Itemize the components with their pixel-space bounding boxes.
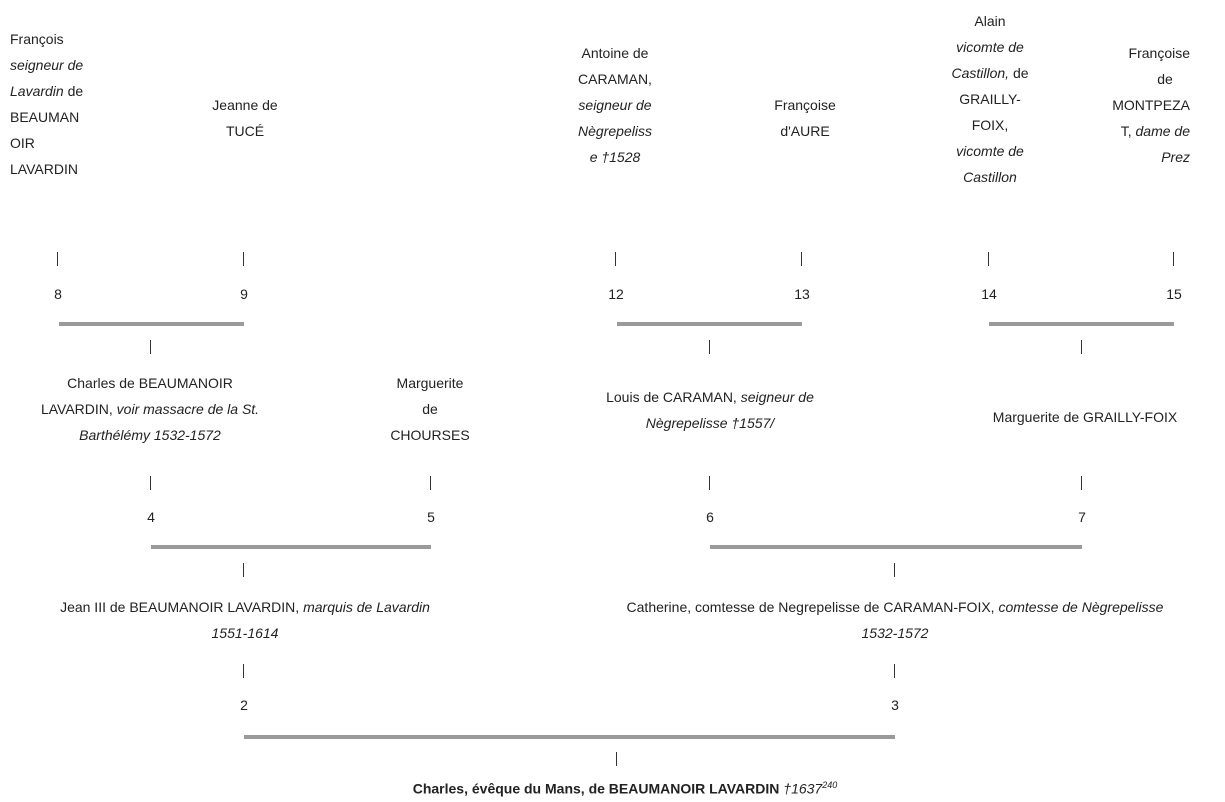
person-14-line4: GRAILLY- (959, 91, 1021, 107)
person-6-line2: Nègrepelisse †1557/ (645, 415, 775, 431)
number-9: 9 (240, 286, 248, 302)
tick-2 (243, 664, 244, 678)
marriage-bar-2-3 (244, 735, 895, 739)
number-3: 3 (891, 697, 899, 713)
tick-child-6 (709, 340, 710, 354)
number-7: 7 (1078, 509, 1086, 525)
person-3: Catherine, comtesse de Negrepelisse de C… (570, 594, 1220, 646)
tick-15 (1173, 252, 1174, 266)
person-8-line2: seigneur de (10, 57, 84, 73)
tick-12 (615, 252, 616, 266)
person-6-line1b: seigneur de (740, 389, 814, 405)
person-3-line2: 1532-1572 (861, 625, 929, 641)
person-12-line2: CARAMAN, (578, 71, 652, 87)
person-4-line2a: LAVARDIN, (40, 401, 117, 417)
person-13-line2: d'AURE (780, 123, 830, 139)
person-8-line1: François (10, 31, 64, 47)
number-4: 4 (147, 509, 155, 525)
tick-6 (709, 476, 710, 490)
tick-child-3 (894, 563, 895, 577)
person-9: Jeanne de TUCÉ (185, 92, 305, 144)
person-4: Charles de BEAUMANOIR LAVARDIN, voir mas… (15, 370, 285, 448)
marriage-bar-14-15 (989, 322, 1174, 326)
person-13: Françoise d'AURE (745, 92, 865, 144)
number-15: 15 (1166, 286, 1182, 302)
number-6: 6 (706, 509, 714, 525)
number-14: 14 (981, 286, 997, 302)
person-12-line3: seigneur de (578, 97, 652, 113)
tick-13 (801, 252, 802, 266)
tick-child-4 (150, 340, 151, 354)
person-5-line3: CHOURSES (390, 427, 470, 443)
tick-child-7 (1081, 340, 1082, 354)
person-6: Louis de CARAMAN, seigneur de Nègrepelis… (560, 384, 860, 436)
person-7-line1: Marguerite de GRAILLY-FOIX (992, 409, 1178, 425)
tick-child-1 (616, 752, 617, 766)
person-14-line3b: de (1009, 65, 1029, 81)
person-15: Françoise de MONTPEZA T, dame de Prez (1100, 40, 1190, 170)
person-8-line6: LAVARDIN (10, 161, 78, 177)
marriage-bar-12-13 (617, 322, 802, 326)
person-15-line2: de (1157, 71, 1173, 87)
person-5-line1: Marguerite (396, 375, 464, 391)
tick-4 (150, 476, 151, 490)
person-14-line7: Castillon (963, 169, 1017, 185)
person-7: Marguerite de GRAILLY-FOIX (955, 404, 1215, 430)
person-9-line2: TUCÉ (225, 123, 265, 139)
person-12: Antoine de CARAMAN, seigneur de Nègrepel… (555, 40, 675, 170)
person-2: Jean III de BEAUMANOIR LAVARDIN, marquis… (20, 594, 470, 646)
person-9-line1: Jeanne de (212, 97, 278, 113)
person-4-line2b: voir massacre de la St. (116, 401, 260, 417)
person-8-line3a: Lavardin (10, 83, 64, 99)
person-15-line5: Prez (1161, 149, 1190, 165)
tick-7 (1081, 476, 1082, 490)
person-12-line4: Nègrepeliss (578, 123, 652, 139)
person-15-line4a: T, (1120, 123, 1136, 139)
tick-9 (243, 252, 244, 266)
person-12-line1: Antoine de (581, 45, 649, 61)
person-1-line1b: †1637 (783, 780, 823, 797)
person-14-line3a: Castillon, (951, 65, 1010, 81)
tick-14 (988, 252, 989, 266)
marriage-bar-6-7 (710, 545, 1082, 549)
person-2-line1b: marquis de Lavardin (303, 599, 430, 615)
number-5: 5 (427, 509, 435, 525)
marriage-bar-8-9 (59, 322, 244, 326)
person-8-line3b: de (63, 83, 84, 99)
number-2: 2 (240, 697, 248, 713)
tick-5 (430, 476, 431, 490)
number-8: 8 (54, 286, 62, 302)
person-5-line2: de (422, 401, 438, 417)
person-14-line2: vicomte de (956, 39, 1024, 55)
person-3-line1a: Catherine, comtesse de Negrepelisse de C… (626, 599, 999, 615)
person-14-line5: FOIX, (971, 117, 1009, 133)
person-5: Marguerite de CHOURSES (370, 370, 490, 448)
person-1-footnote: 240 (822, 780, 838, 790)
person-14-line1: Alain (974, 13, 1006, 29)
person-15-line3: MONTPEZA (1112, 97, 1190, 113)
number-12: 12 (608, 286, 624, 302)
person-12-line5: e †1528 (589, 149, 641, 165)
person-8-line5: OIR (10, 135, 35, 151)
marriage-bar-4-5 (151, 545, 431, 549)
person-1: Charles, évêque du Mans, de BEAUMANOIR L… (300, 772, 950, 802)
person-6-line1a: Louis de CARAMAN, (606, 389, 741, 405)
person-15-line4b: dame de (1135, 123, 1190, 139)
person-8: François seigneur de Lavardin de BEAUMAN… (10, 26, 120, 182)
person-3-line1b: comtesse de Nègrepelisse (998, 599, 1164, 615)
tick-8 (57, 252, 58, 266)
tick-child-2 (243, 563, 244, 577)
person-13-line1: Françoise (774, 97, 836, 113)
person-1-line1a: Charles, évêque du Mans, de BEAUMANOIR L… (412, 780, 784, 797)
tick-3 (894, 664, 895, 678)
person-2-line1a: Jean III de BEAUMANOIR LAVARDIN, (60, 599, 304, 615)
person-2-line2: 1551-1614 (211, 625, 279, 641)
person-15-line1: Françoise (1128, 45, 1190, 61)
number-13: 13 (794, 286, 810, 302)
person-4-line3: Barthélémy 1532-1572 (79, 427, 221, 443)
person-14-line6: vicomte de (956, 143, 1024, 159)
person-4-line1: Charles de BEAUMANOIR (67, 375, 233, 391)
person-8-line4: BEAUMAN (10, 109, 80, 125)
person-14: Alain vicomte de Castillon, de GRAILLY- … (925, 8, 1055, 190)
